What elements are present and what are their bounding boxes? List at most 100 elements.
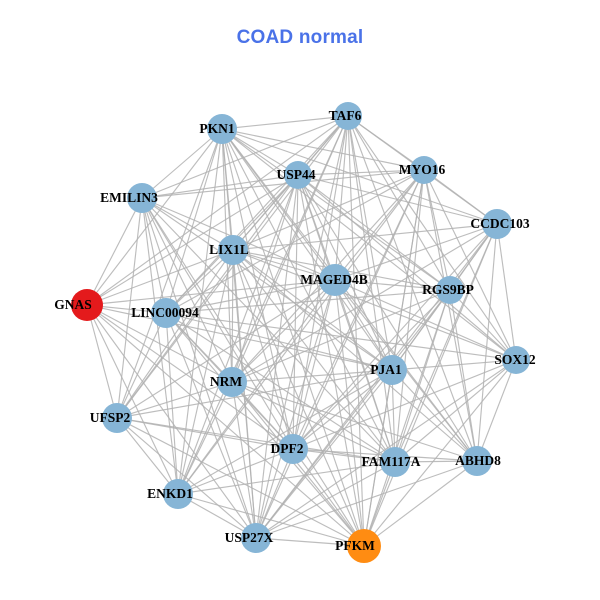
graph-edge bbox=[116, 417, 257, 539]
graph-edge bbox=[141, 197, 294, 450]
graph-node-taf6[interactable]: TAF6 bbox=[329, 102, 362, 130]
node-circle[interactable] bbox=[334, 102, 362, 130]
node-label: EMILIN3 bbox=[100, 190, 158, 205]
node-circle[interactable] bbox=[284, 161, 312, 189]
graph-edge bbox=[141, 115, 349, 199]
node-circle[interactable] bbox=[462, 446, 492, 476]
graph-node-sox12[interactable]: SOX12 bbox=[494, 346, 536, 374]
graph-node-myo16[interactable]: MYO16 bbox=[399, 156, 446, 184]
graph-edge bbox=[297, 174, 517, 361]
node-circle[interactable] bbox=[380, 447, 410, 477]
graph-edge bbox=[449, 289, 517, 361]
node-circle[interactable] bbox=[207, 114, 237, 144]
graph-edge bbox=[232, 169, 425, 251]
graph-edge bbox=[165, 169, 425, 314]
graph-edge bbox=[86, 115, 349, 306]
graph-edge bbox=[334, 279, 451, 291]
graph-node-enkd1[interactable]: ENKD1 bbox=[147, 479, 193, 509]
graph-edge bbox=[221, 128, 393, 371]
node-label: MAGED4B bbox=[300, 272, 368, 287]
graph-edge bbox=[347, 115, 517, 361]
graph-edge bbox=[177, 493, 365, 547]
node-circle[interactable] bbox=[347, 529, 381, 563]
graph-edge bbox=[232, 249, 396, 463]
node-circle[interactable] bbox=[241, 523, 271, 553]
graph-node-usp44[interactable]: USP44 bbox=[276, 161, 316, 189]
graph-edge bbox=[255, 461, 396, 539]
graph-edge bbox=[116, 279, 336, 419]
node-circle[interactable] bbox=[377, 355, 407, 385]
graph-edge bbox=[165, 312, 396, 463]
node-circle[interactable] bbox=[482, 209, 512, 239]
graph-edge bbox=[141, 197, 257, 539]
graph-edge bbox=[86, 304, 179, 495]
graph-edge bbox=[391, 359, 517, 371]
graph-node-pfkm[interactable]: PFKM bbox=[335, 529, 381, 563]
node-label: USP44 bbox=[276, 167, 315, 182]
graph-node-pja1[interactable]: PJA1 bbox=[370, 355, 407, 385]
node-circle[interactable] bbox=[278, 434, 308, 464]
graph-edge bbox=[363, 289, 451, 547]
node-label: ABHD8 bbox=[455, 453, 501, 468]
graph-edge bbox=[165, 249, 234, 314]
graph-edge bbox=[231, 174, 299, 383]
page-title: COAD normal bbox=[236, 27, 364, 48]
graph-edge bbox=[391, 289, 451, 371]
graph-edge bbox=[165, 312, 365, 547]
graph-edge bbox=[391, 369, 396, 463]
node-circle[interactable] bbox=[218, 235, 248, 265]
graph-edge bbox=[297, 174, 478, 462]
graph-edge bbox=[231, 381, 365, 547]
graph-edge bbox=[86, 249, 234, 306]
graph-node-emilin3[interactable]: EMILIN3 bbox=[100, 183, 158, 213]
graph-edge bbox=[86, 174, 299, 306]
graph-node-lix1l[interactable]: LIX1L bbox=[209, 235, 249, 265]
graph-edge bbox=[255, 115, 349, 539]
graph-edge bbox=[116, 417, 396, 463]
node-label: PFKM bbox=[335, 538, 375, 553]
graph-edge bbox=[255, 359, 517, 539]
node-circle[interactable] bbox=[410, 156, 438, 184]
graph-node-nrm[interactable]: NRM bbox=[210, 367, 247, 397]
graph-edge bbox=[232, 249, 517, 361]
graph-edge bbox=[177, 128, 223, 495]
graph-edge bbox=[231, 289, 451, 383]
graph-edge bbox=[297, 174, 365, 547]
graph-edge bbox=[221, 128, 498, 225]
graph-edge bbox=[86, 304, 257, 539]
graph-node-rgs9bp[interactable]: RGS9BP bbox=[422, 276, 474, 304]
graph-node-linc00094[interactable]: LINC00094 bbox=[131, 298, 199, 328]
node-circle[interactable] bbox=[217, 367, 247, 397]
graph-node-maged4b[interactable]: MAGED4B bbox=[300, 264, 368, 296]
graph-edge bbox=[334, 115, 349, 281]
graph-node-dpf2[interactable]: DPF2 bbox=[271, 434, 309, 464]
node-circle[interactable] bbox=[71, 289, 103, 321]
node-circle[interactable] bbox=[127, 183, 157, 213]
node-circle[interactable] bbox=[163, 479, 193, 509]
graph-edge bbox=[177, 115, 349, 495]
graph-edge bbox=[116, 197, 143, 419]
graph-node-ufsp2[interactable]: UFSP2 bbox=[90, 403, 132, 433]
graph-node-pkn1[interactable]: PKN1 bbox=[199, 114, 237, 144]
node-label: SOX12 bbox=[494, 352, 536, 367]
node-label: CCDC103 bbox=[470, 216, 529, 231]
node-circle[interactable] bbox=[102, 403, 132, 433]
graph-edge bbox=[363, 369, 393, 547]
node-label: PKN1 bbox=[199, 121, 234, 136]
node-circle[interactable] bbox=[151, 298, 181, 328]
graph-node-gnas[interactable]: GNAS bbox=[54, 289, 103, 321]
graph-edge bbox=[255, 369, 393, 539]
node-circle[interactable] bbox=[436, 276, 464, 304]
graph-edge bbox=[423, 169, 498, 225]
node-circle[interactable] bbox=[502, 346, 530, 374]
graph-edge bbox=[116, 249, 234, 419]
graph-node-ccdc103[interactable]: CCDC103 bbox=[470, 209, 530, 239]
node-circle[interactable] bbox=[319, 264, 351, 296]
graph-node-usp27x[interactable]: USP27X bbox=[225, 523, 274, 553]
graph-edge bbox=[347, 115, 393, 371]
graph-edge bbox=[255, 169, 425, 539]
graph-edge bbox=[177, 279, 336, 495]
graph-node-abhd8[interactable]: ABHD8 bbox=[455, 446, 501, 476]
graph-node-fam117a[interactable]: FAM117A bbox=[362, 447, 421, 477]
graph-edge bbox=[231, 381, 396, 463]
